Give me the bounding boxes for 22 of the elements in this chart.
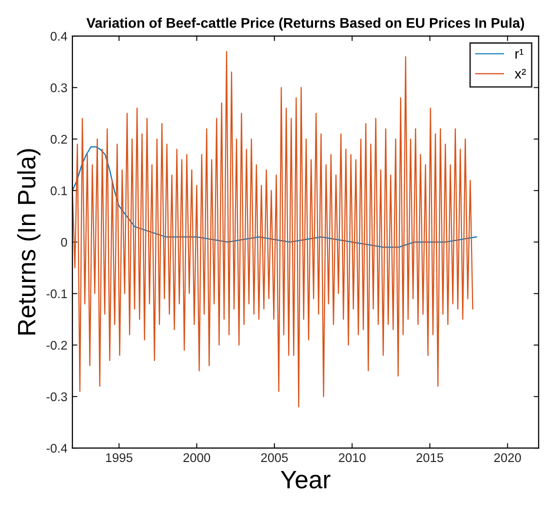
y-tick-label: -0.3	[46, 392, 67, 402]
y-tick-label: 0.4	[50, 32, 68, 41]
legend-label: r¹	[515, 49, 524, 59]
x-tick-label: 2015	[416, 453, 444, 462]
chart-title: Variation of Beef-cattle Price (Returns Based on EU Prices In Pula)	[86, 18, 524, 31]
x-tick-label: 2000	[183, 453, 210, 462]
y-tick-label: 0	[61, 238, 68, 247]
x-axis-title: Year	[280, 471, 330, 488]
x-tick-label: 2010	[338, 453, 366, 462]
y-tick-label: -0.1	[46, 289, 67, 298]
x-tick-label: 2005	[261, 453, 288, 462]
y-axis-title: Returns (In Pula)	[17, 149, 40, 334]
x-tick-label: 1995	[106, 453, 132, 462]
y-tick-label: 0.3	[50, 83, 67, 92]
y-tick-label: 0.1	[50, 186, 67, 196]
line-series	[72, 146, 478, 248]
legend-label: x²	[514, 68, 526, 79]
y-tick-label: 0.2	[50, 134, 67, 144]
y-tick-label: -0.4	[46, 444, 68, 453]
x-tick-label: 2020	[494, 453, 521, 462]
line-series	[72, 50, 474, 408]
y-tick-label: -0.2	[46, 340, 67, 350]
